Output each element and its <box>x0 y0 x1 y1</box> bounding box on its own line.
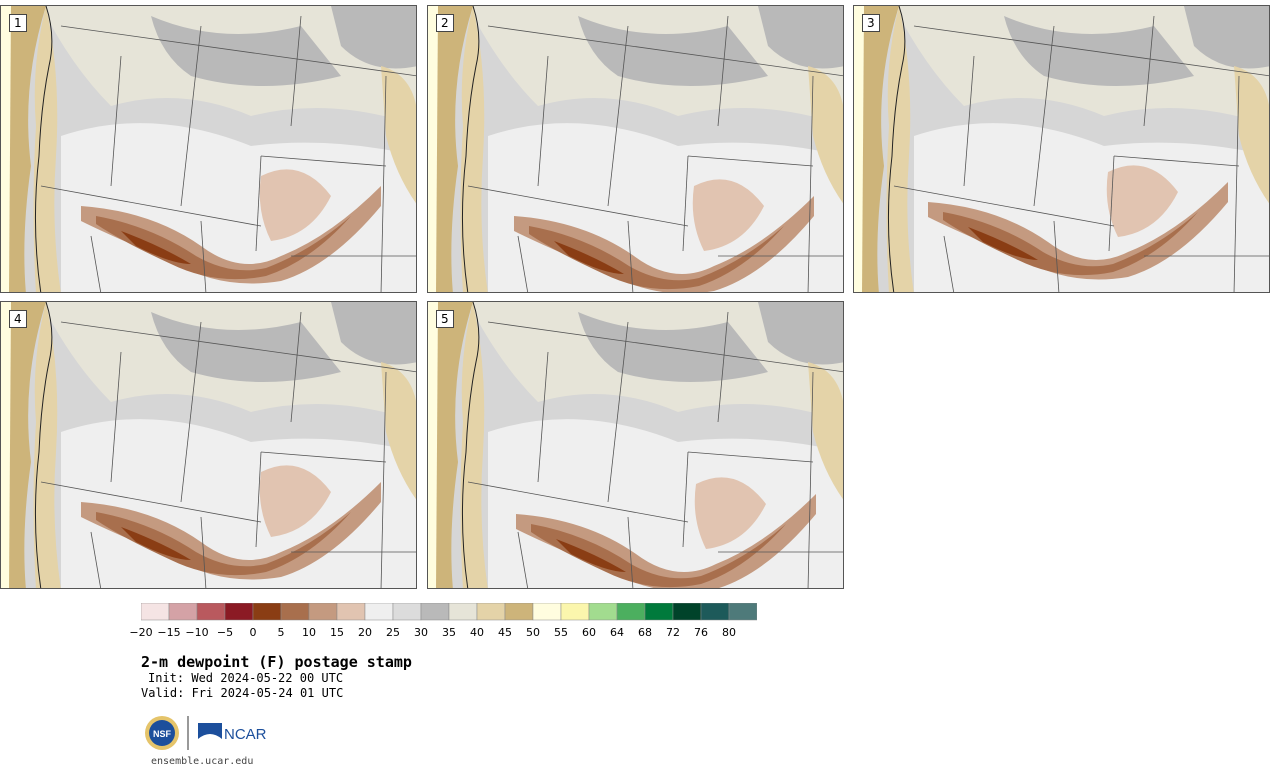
colorbar-swatch <box>560 603 590 621</box>
stamp-panel-1: 1 <box>0 5 417 293</box>
dewpoint-map-1 <box>1 6 416 292</box>
colorbar-tick-label: 0 <box>249 626 257 639</box>
colorbar-swatch <box>532 603 562 621</box>
dewpoint-map-5 <box>428 302 843 588</box>
colorbar-swatch <box>308 603 338 621</box>
colorbar-swatch <box>141 603 170 621</box>
colorbar-swatch <box>700 603 730 621</box>
site-url: ensemble.ucar.edu <box>151 756 254 767</box>
colorbar-tick-label: 50 <box>526 626 540 639</box>
colorbar-tick-label: 72 <box>666 626 680 639</box>
colorbar-swatch <box>588 603 618 621</box>
colorbar-tick-label: −5 <box>216 626 234 639</box>
colorbar <box>141 603 757 621</box>
colorbar-tick-label: 20 <box>358 626 372 639</box>
colorbar-tick-label: 60 <box>582 626 596 639</box>
ncar-logo-text: NCAR <box>224 726 267 743</box>
valid-time: Valid: Fri 2024-05-24 01 UTC <box>141 686 344 700</box>
colorbar-tick-label: −20 <box>129 626 153 639</box>
colorbar-swatch <box>280 603 310 621</box>
stamp-panel-2: 2 <box>427 5 844 293</box>
colorbar-swatch <box>504 603 534 621</box>
colorbar-swatch <box>392 603 422 621</box>
member-label: 3 <box>862 14 880 32</box>
colorbar-swatch <box>616 603 646 621</box>
ncar-logo-icon: NCAR <box>198 723 267 743</box>
member-label: 4 <box>9 310 27 328</box>
logos: NSF NCAR <box>145 716 267 750</box>
dewpoint-map-3 <box>854 6 1269 292</box>
colorbar-swatch <box>168 603 198 621</box>
colorbar-swatch <box>420 603 450 621</box>
colorbar-tick-label: 80 <box>722 626 736 639</box>
stamp-panel-4: 4 <box>0 301 417 589</box>
dewpoint-map-2 <box>428 6 843 292</box>
colorbar-swatch <box>728 603 757 621</box>
colorbar-tick-label: 10 <box>302 626 316 639</box>
stamp-panel-5: 5 <box>427 301 844 589</box>
colorbar-tick-label: 30 <box>414 626 428 639</box>
colorbar-tick-label: 64 <box>610 626 624 639</box>
member-label: 5 <box>436 310 454 328</box>
colorbar-swatch <box>336 603 366 621</box>
colorbar-tick-label: 55 <box>554 626 568 639</box>
colorbar-tick-label: 5 <box>277 626 285 639</box>
colorbar-tick-label: −10 <box>185 626 209 639</box>
colorbar-tick-label: −15 <box>157 626 181 639</box>
colorbar-swatch <box>672 603 702 621</box>
colorbar-swatch <box>448 603 478 621</box>
colorbar-tick-label: 25 <box>386 626 400 639</box>
colorbar-swatch <box>364 603 394 621</box>
colorbar-tick-label: 35 <box>442 626 456 639</box>
colorbar-tick-labels: −20 −15 −10 −5 0 5 10 15 20 25 30 35 40 45 50 55 60 64 68 7… <box>129 626 771 640</box>
colorbar-tick-label: 40 <box>470 626 484 639</box>
colorbar-tick-label: 45 <box>498 626 512 639</box>
nsf-logo-text: NSF <box>153 729 172 739</box>
colorbar-tick-label: 76 <box>694 626 708 639</box>
init-time: Init: Wed 2024-05-22 00 UTC <box>148 671 344 685</box>
member-label: 1 <box>9 14 27 32</box>
colorbar-tick-label: 68 <box>638 626 652 639</box>
colorbar-tick-label: 15 <box>330 626 344 639</box>
stamp-panel-3: 3 <box>853 5 1270 293</box>
dewpoint-map-4 <box>1 302 416 588</box>
nsf-logo-icon: NSF <box>145 716 179 750</box>
colorbar-swatch <box>476 603 506 621</box>
colorbar-swatch <box>224 603 254 621</box>
member-label: 2 <box>436 14 454 32</box>
colorbar-swatch <box>644 603 674 621</box>
colorbar-swatch <box>252 603 282 621</box>
colorbar-swatch <box>196 603 226 621</box>
figure-title: 2-m dewpoint (F) postage stamp <box>141 653 412 671</box>
